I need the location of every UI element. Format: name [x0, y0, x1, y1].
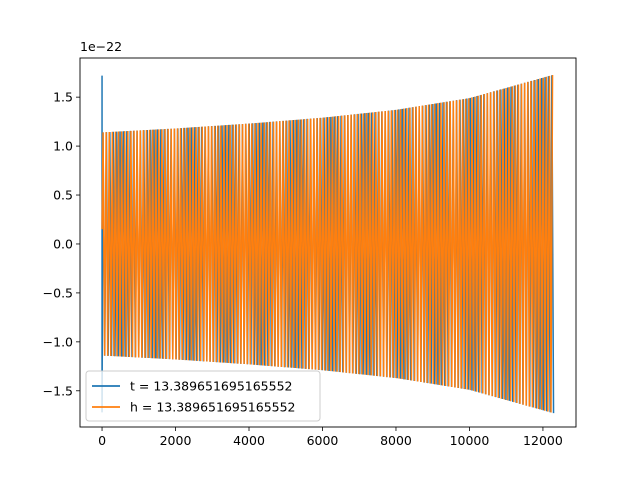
y-tick-label: −1.5 — [43, 383, 73, 398]
y-offset-label: 1e−22 — [80, 39, 122, 54]
y-axis: −1.5 −1.0 −0.5 0.0 0.5 1.0 1.5 — [43, 90, 80, 398]
series-line-2 — [101, 75, 554, 413]
x-tick-label: 12000 — [523, 433, 563, 448]
legend: t = 13.389651695165552 h = 13.38965169516… — [85, 370, 321, 422]
x-tick-label: 2000 — [160, 433, 192, 448]
x-tick-label: 6000 — [307, 433, 339, 448]
y-tick-label: 0.5 — [53, 188, 73, 203]
y-tick-label: 0.0 — [53, 236, 73, 251]
x-tick-label: 4000 — [233, 433, 265, 448]
legend-entry: t = 13.389651695165552 — [130, 379, 293, 394]
series-layer — [101, 75, 555, 414]
x-tick-label: 0 — [98, 433, 106, 448]
y-tick-label: 1.5 — [53, 90, 73, 105]
y-tick-label: −0.5 — [43, 285, 73, 300]
legend-box — [85, 370, 321, 422]
x-tick-label: 8000 — [380, 433, 412, 448]
y-tick-label: −1.0 — [43, 334, 73, 349]
legend-entry: h = 13.389651695165552 — [130, 400, 296, 415]
y-tick-label: 1.0 — [53, 139, 73, 154]
x-tick-label: 10000 — [450, 433, 490, 448]
axes-frame — [79, 57, 577, 428]
x-axis: 0 2000 4000 6000 8000 10000 12000 — [98, 427, 563, 448]
